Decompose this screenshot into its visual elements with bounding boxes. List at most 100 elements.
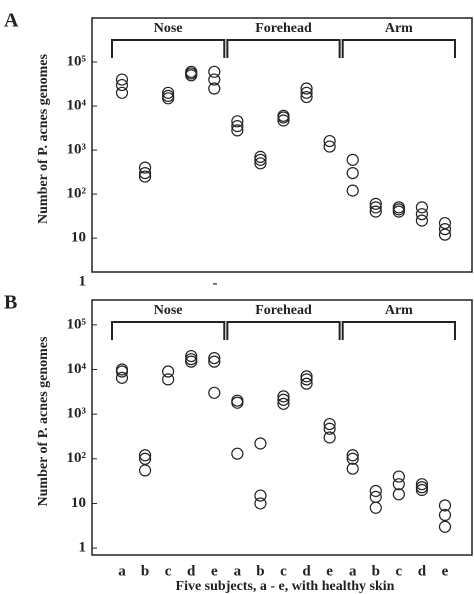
data-point [138, 161, 152, 174]
data-point [115, 73, 129, 86]
y-tick-label: 10³ [67, 406, 87, 422]
data-point [185, 355, 198, 368]
panel-label: B [4, 292, 17, 314]
data-point [392, 488, 405, 501]
y-tick-label: 10² [67, 450, 87, 466]
data-point [300, 90, 313, 104]
data-point [185, 349, 198, 363]
data-point [162, 365, 175, 378]
data-point [231, 447, 244, 460]
group-bracket [226, 321, 341, 340]
group-bracket [111, 39, 226, 58]
data-point [208, 65, 221, 78]
data-point [369, 484, 382, 498]
data-point [138, 166, 152, 180]
data-point [208, 355, 221, 368]
data-point [346, 462, 359, 475]
data-point [231, 120, 244, 133]
group-label: Arm [385, 21, 413, 36]
plot-frame [91, 17, 473, 273]
annotation: - [213, 275, 218, 291]
data-point [346, 184, 359, 197]
x-axis-label: Five subjects, a - e, with healthy skin [176, 579, 395, 594]
data-point [277, 397, 290, 410]
x-tick-label: a [234, 563, 242, 579]
data-point [254, 437, 267, 450]
group-label: Forehead [255, 303, 312, 318]
data-point [415, 208, 429, 221]
group-bracket [226, 39, 341, 58]
y-tick-label: 10 [71, 230, 86, 246]
x-tick-label: b [372, 563, 380, 579]
data-point [323, 417, 336, 431]
data-point [115, 371, 129, 384]
data-point [438, 223, 452, 236]
data-point [115, 86, 129, 99]
x-tick-label: d [302, 563, 311, 579]
x-tick-label: c [280, 563, 287, 579]
data-point [300, 370, 313, 383]
data-point [138, 170, 152, 183]
data-point [323, 422, 336, 435]
y-tick-label: 10 [71, 495, 86, 511]
x-tick-label: a [349, 563, 357, 579]
data-point [254, 150, 267, 163]
y-tick-label: 10⁴ [67, 361, 87, 377]
data-point [277, 390, 290, 403]
data-point [438, 499, 452, 512]
y-tick-label: 10⁵ [67, 53, 87, 69]
data-point [369, 205, 382, 218]
data-point [277, 111, 290, 124]
data-point [162, 92, 175, 105]
x-tick-label: b [256, 563, 264, 579]
x-tick-label: d [187, 563, 196, 579]
data-point [208, 73, 221, 86]
data-point [415, 478, 429, 491]
group-bracket [341, 321, 456, 340]
group-label: Nose [154, 21, 183, 36]
x-tick-label: a [118, 563, 126, 579]
data-point [277, 393, 290, 406]
data-point [346, 452, 359, 465]
y-tick-label: 10⁵ [67, 316, 87, 332]
data-point [300, 82, 313, 95]
data-point [438, 228, 452, 241]
data-point [346, 166, 359, 180]
group-bracket [341, 39, 456, 58]
data-point [438, 520, 452, 533]
data-point [162, 86, 175, 99]
data-point [415, 201, 429, 214]
data-point [369, 501, 382, 514]
data-point [115, 78, 129, 92]
group-label: Nose [154, 303, 183, 318]
data-point [254, 497, 267, 510]
y-axis-label: Number of P. acnes genomes [36, 336, 51, 506]
data-point [162, 373, 175, 386]
y-axis-label: Number of P. acnes genomes [36, 53, 51, 223]
y-tick-label: 1 [79, 274, 87, 290]
data-point [346, 449, 359, 462]
x-tick-label: c [165, 563, 172, 579]
data-point [185, 69, 198, 82]
data-point [369, 201, 382, 214]
group-label: Arm [385, 303, 413, 318]
data-point [138, 449, 152, 462]
data-point [231, 115, 244, 128]
y-tick-label: 10³ [67, 142, 87, 158]
data-point [323, 134, 336, 148]
y-tick-label: 1 [79, 540, 87, 556]
plot-frame [91, 299, 473, 556]
group-label: Forehead [255, 21, 312, 36]
data-point [415, 483, 429, 497]
data-point [231, 124, 244, 137]
x-tick-label: b [141, 563, 149, 579]
data-point [346, 153, 359, 166]
data-point [300, 377, 313, 390]
x-tick-label: e [211, 563, 218, 579]
x-tick-label: d [418, 563, 427, 579]
data-point [208, 351, 221, 365]
data-point [254, 157, 267, 170]
data-point [208, 386, 221, 399]
data-point [254, 153, 267, 166]
